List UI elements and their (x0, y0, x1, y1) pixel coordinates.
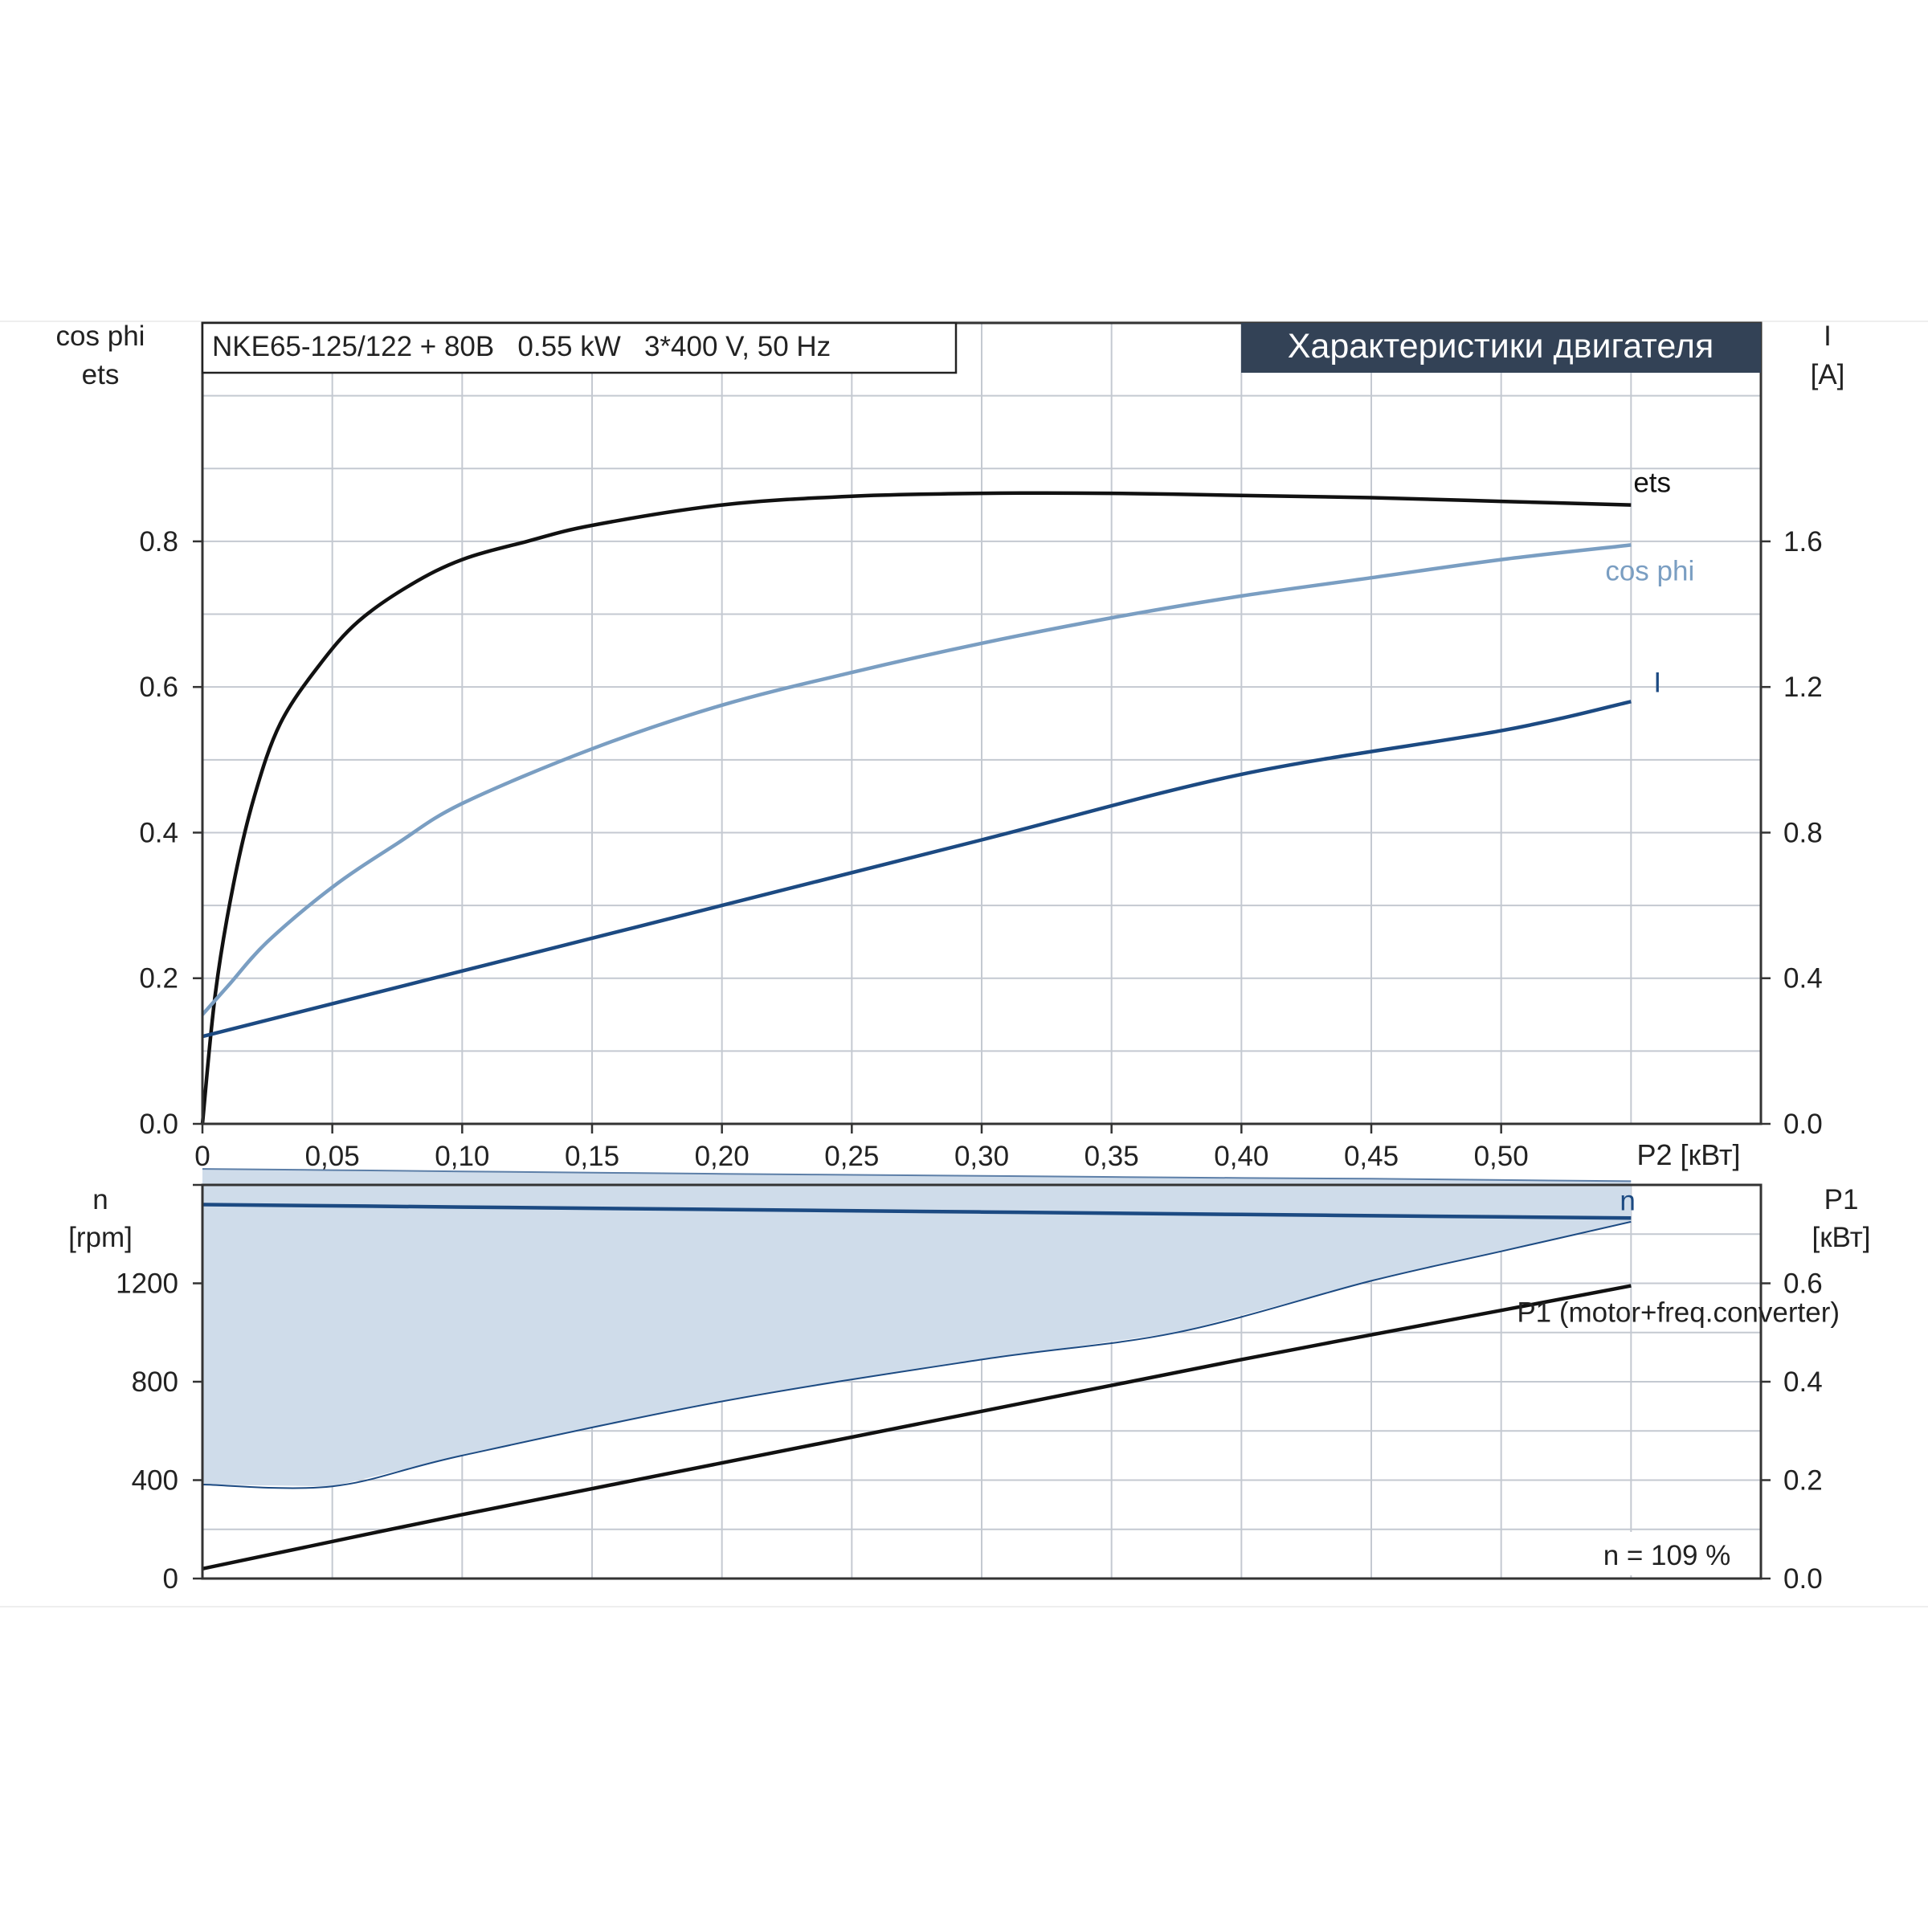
current-curve (202, 700, 1632, 1039)
speed-range-band (202, 1169, 1632, 1487)
model-info-text: NKE65-125/122 + 80B 0.55 kW 3*400 V, 50 … (212, 331, 831, 362)
p1-curve-label: P1 (motor+freq.converter) (1517, 1297, 1840, 1329)
current-curve-label: I (1653, 667, 1661, 698)
left-tick-label: 0.2 (139, 963, 178, 995)
speed-range-upper-edge (202, 1168, 1632, 1182)
top-grid (202, 323, 1761, 1124)
right-tick-label: 1.6 (1783, 526, 1823, 558)
left-axis-label-ets: ets (82, 359, 120, 390)
speed-range-lower-edge (202, 1220, 1632, 1489)
speed-axis-label-n: n (92, 1184, 108, 1215)
chart-title-badge (1241, 323, 1761, 373)
x-tick-label: 0,35 (1084, 1141, 1139, 1172)
speed-tick-label: 400 (132, 1465, 178, 1497)
speed-tick-label: 800 (132, 1366, 178, 1398)
speed-note-box (1575, 1532, 1753, 1575)
left-tick-label: 0.8 (139, 526, 178, 558)
left-tick-label: 0.0 (139, 1109, 178, 1140)
speed-axis-label-rpm: [rpm] (68, 1222, 133, 1253)
ets-curve (200, 491, 1632, 1125)
left-tick-label: 0.4 (139, 817, 178, 848)
p1-curve (202, 1284, 1632, 1571)
left-tick-label: 0.6 (139, 672, 178, 703)
speed-note: n = 109 % (1603, 1540, 1731, 1571)
x-tick-label: 0,10 (435, 1141, 489, 1172)
speed-tick-label: 0 (163, 1563, 178, 1595)
power-tick-label: 0.2 (1783, 1465, 1823, 1497)
right-tick-label: 0.8 (1783, 817, 1823, 848)
x-axis-label: P2 [кВт] (1636, 1138, 1740, 1171)
x-tick-label: 0,45 (1344, 1141, 1399, 1172)
speed-tick-label: 1200 (116, 1268, 178, 1300)
cos-phi-curve-label: cos phi (1605, 555, 1694, 586)
right-tick-label: 0.4 (1783, 963, 1823, 995)
x-tick-label: 0,50 (1474, 1141, 1529, 1172)
right-axis-label-i: I (1824, 321, 1832, 352)
x-tick-label: 0,20 (695, 1141, 750, 1172)
power-axis-label-kw: [кВт] (1812, 1222, 1871, 1253)
speed-range-band-layer (202, 1168, 1632, 1489)
x-tick-label: 0,25 (824, 1141, 879, 1172)
ets-curve-label: ets (1633, 468, 1671, 499)
right-axis-label-ampere: [A] (1811, 359, 1845, 390)
x-tick-label: 0,15 (565, 1141, 619, 1172)
x-tick-label: 0,40 (1214, 1141, 1268, 1172)
power-tick-label: 0.4 (1783, 1366, 1823, 1398)
left-axis-label-cos-phi: cos phi (56, 321, 145, 352)
power-axis-label-p1: P1 (1824, 1184, 1859, 1215)
power-tick-label: 0.0 (1783, 1563, 1823, 1595)
series-labels-layer: ets cos phi In P1 (motor+freq.converter) (1517, 468, 1840, 1329)
cos-phi-curve (201, 543, 1632, 1016)
power-tick-label: 0.6 (1783, 1268, 1823, 1300)
x-tick-label: 0 (194, 1141, 210, 1172)
model-info-box (201, 321, 958, 374)
tick-labels-layer: 0 0,05 0,10 0,15 0,20 0,25 0,30 0,35 0,40 0,45 0,5… (116, 526, 1823, 1595)
speed-curve (202, 1203, 1632, 1220)
chart-title: Характеристики двигателя (1288, 327, 1714, 366)
x-tick-label: 0,30 (954, 1141, 1009, 1172)
right-tick-label: 0.0 (1783, 1109, 1823, 1140)
speed-curve-label: n (1620, 1185, 1635, 1216)
right-tick-label: 1.2 (1783, 672, 1823, 703)
series-layer (200, 491, 1632, 1571)
x-tick-label: 0,05 (305, 1141, 360, 1172)
